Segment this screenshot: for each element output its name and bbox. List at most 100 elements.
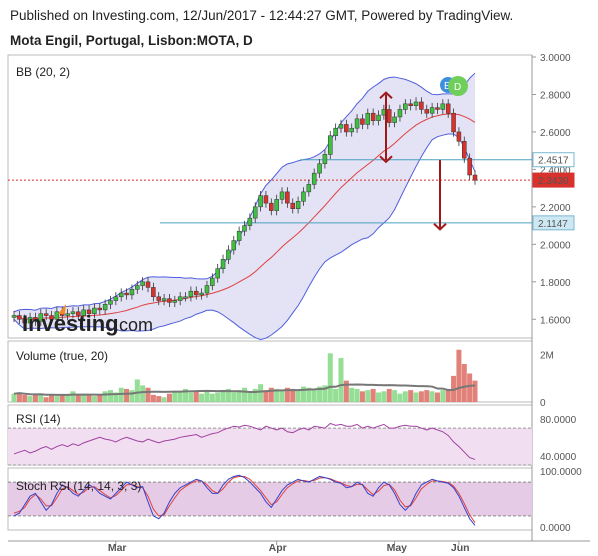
price-axis-label: 2.6000 xyxy=(540,128,571,139)
candle-body xyxy=(65,313,70,316)
volume-bar xyxy=(242,387,247,402)
candle-body xyxy=(317,163,322,174)
candle-body xyxy=(215,268,220,279)
volume-bar xyxy=(156,396,162,402)
volume-bar xyxy=(263,390,269,402)
candle-body xyxy=(311,172,317,185)
candle-body xyxy=(113,296,119,301)
candle-body xyxy=(140,281,145,286)
bollinger-basis-line xyxy=(13,113,476,320)
rsi-line xyxy=(13,422,476,460)
volume-bar xyxy=(322,385,328,402)
volume-bar xyxy=(215,392,221,402)
candle-body xyxy=(188,290,194,298)
candle-body xyxy=(76,311,81,316)
candle-body xyxy=(376,114,381,121)
volume-bar xyxy=(236,390,242,402)
volume-bar xyxy=(59,394,65,402)
volume-bar xyxy=(91,396,97,402)
stoch-d-line xyxy=(13,475,476,523)
candle-body xyxy=(11,315,17,318)
candle-body xyxy=(419,101,424,110)
candle-body xyxy=(365,112,371,125)
price-axis-label: 2.8000 xyxy=(540,90,571,101)
volume-bar xyxy=(113,392,119,402)
candle-body xyxy=(354,118,360,129)
annotation-arrowhead-down xyxy=(379,155,393,164)
candle-body xyxy=(194,290,199,296)
volume-bar xyxy=(102,391,108,402)
candle-body xyxy=(301,191,306,202)
candle-body xyxy=(135,285,140,290)
stoch-panel-label: Stoch RSI (14, 14, 3, 3) xyxy=(16,479,141,493)
volume-bar xyxy=(386,388,392,402)
candle-body xyxy=(54,311,60,320)
candle-body xyxy=(172,300,178,303)
price-tag-box xyxy=(532,172,575,188)
volume-bar xyxy=(279,390,285,402)
volume-bar xyxy=(392,390,398,402)
volume-bar xyxy=(472,380,478,402)
candle-body xyxy=(290,202,295,209)
candle-body xyxy=(236,230,242,241)
bollinger-band-fill xyxy=(14,73,475,340)
volume-bar xyxy=(408,390,414,402)
candle-body xyxy=(322,154,328,165)
candle-body xyxy=(167,298,172,303)
candle-body xyxy=(118,292,124,298)
volume-bar xyxy=(247,391,253,402)
candle-body xyxy=(274,199,279,211)
candle-body xyxy=(269,202,274,211)
price-axis-label: 2.4000 xyxy=(540,165,571,176)
candle-body xyxy=(161,298,167,301)
volume-bar xyxy=(199,393,205,402)
candle-body xyxy=(210,277,215,286)
candle-body xyxy=(156,296,161,301)
candle-body xyxy=(285,191,290,204)
volume-bar xyxy=(252,388,258,402)
volume-bar xyxy=(49,394,55,402)
candle-body xyxy=(204,285,210,294)
candle-body xyxy=(17,315,22,320)
annotation-arrowhead-target xyxy=(433,222,447,231)
volume-bar xyxy=(145,387,151,402)
volume-bar xyxy=(440,390,446,402)
volume-bar xyxy=(311,388,317,402)
volume-bar xyxy=(300,386,306,402)
candle-body xyxy=(338,124,344,129)
candle-body xyxy=(49,315,54,320)
candle-body xyxy=(247,217,253,226)
volume-bar xyxy=(327,353,333,402)
volume-bar xyxy=(54,396,60,402)
volume-bar xyxy=(295,390,301,402)
volume-ma-line xyxy=(13,383,476,396)
volume-bar xyxy=(333,388,339,402)
price-tag-box xyxy=(532,152,575,168)
volume-bar xyxy=(461,364,467,402)
volume-bar xyxy=(81,393,87,402)
candle-body xyxy=(86,309,92,314)
volume-bar xyxy=(43,397,49,402)
candle-body xyxy=(462,141,467,159)
candle-body xyxy=(397,109,403,118)
candle-body xyxy=(38,313,44,322)
price-axis-label: 2.0000 xyxy=(540,240,571,251)
candle-body xyxy=(440,103,446,110)
candle-body xyxy=(226,249,231,260)
volume-bar xyxy=(220,391,226,402)
volume-bar xyxy=(177,391,183,402)
volume-bar xyxy=(172,392,178,402)
candle-body xyxy=(435,107,440,110)
candle-body xyxy=(70,311,76,314)
candle-body xyxy=(445,103,451,114)
price-axis-label: 1.8000 xyxy=(540,278,571,289)
volume-bar xyxy=(134,379,140,402)
volume-bar xyxy=(381,391,387,402)
volume-bar xyxy=(38,393,44,402)
candle-body xyxy=(392,116,397,123)
candle-body xyxy=(199,292,204,296)
candle-body xyxy=(252,206,258,219)
volume-bar xyxy=(467,373,473,402)
volume-bar xyxy=(140,385,146,402)
